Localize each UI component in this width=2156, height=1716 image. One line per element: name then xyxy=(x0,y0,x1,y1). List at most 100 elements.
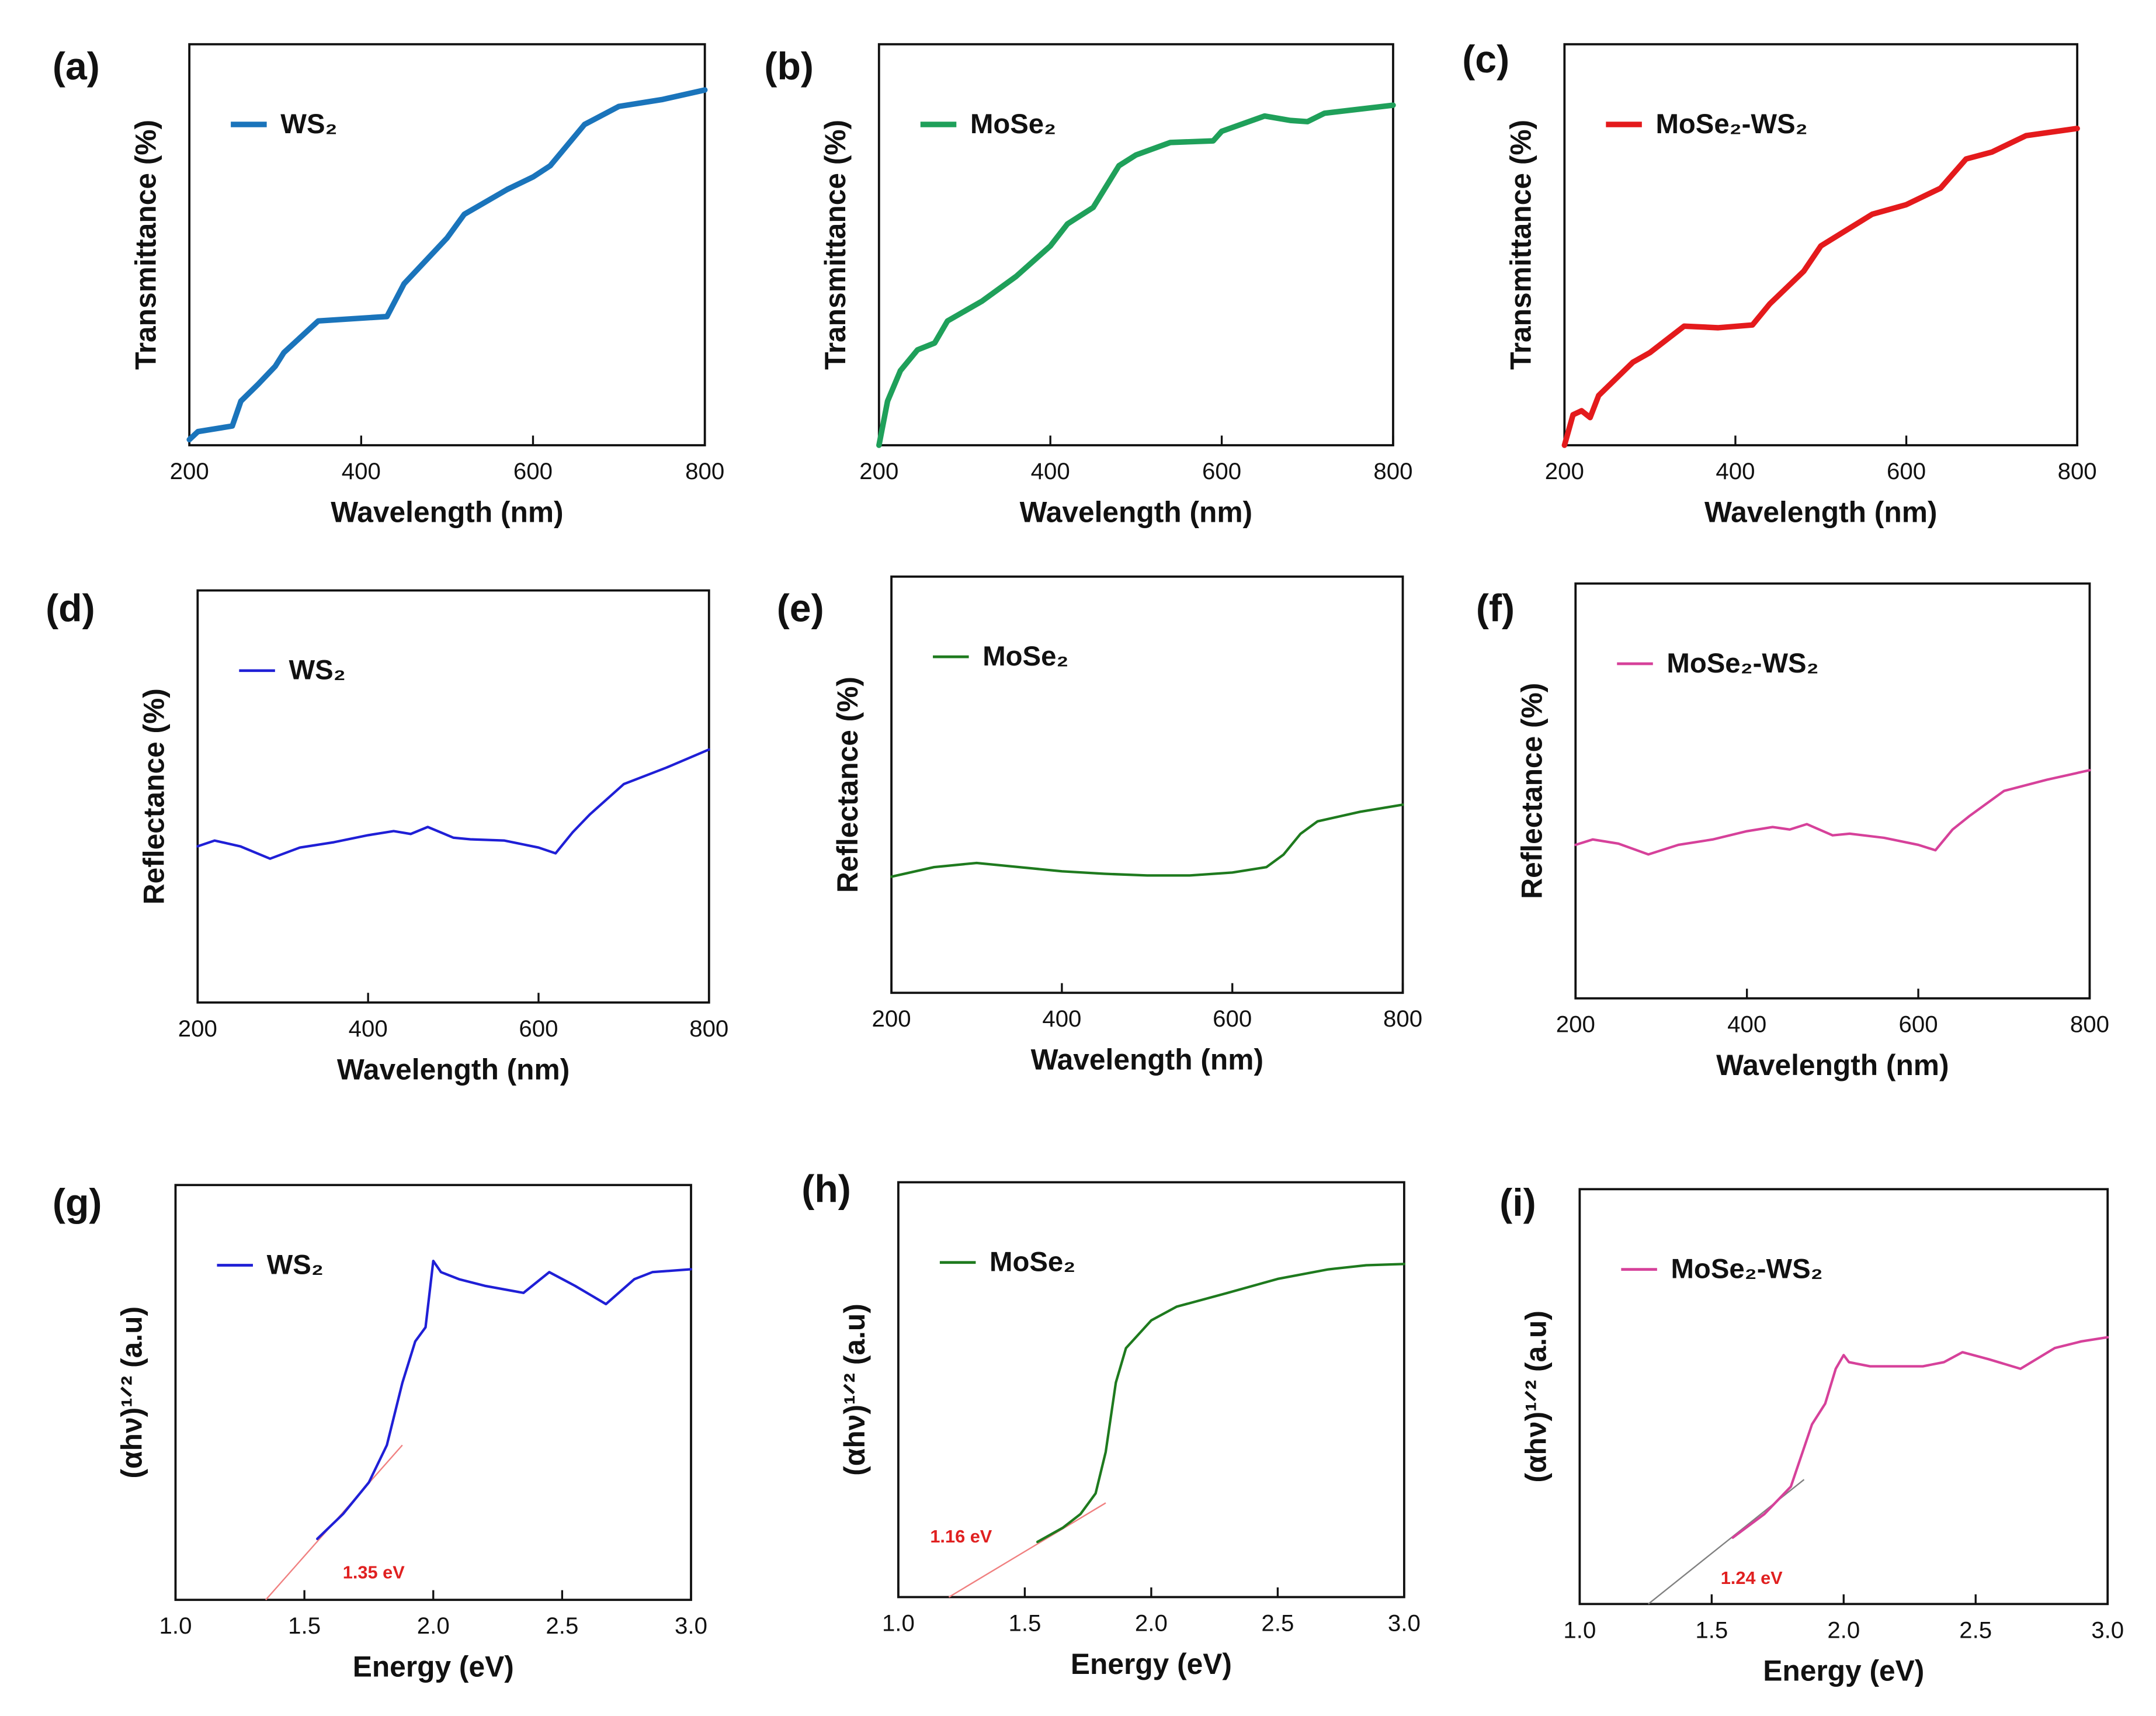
y-axis-label: (αhν)¹ᐟ² (a.u) xyxy=(838,1304,871,1475)
x-tick-label: 600 xyxy=(1202,458,1241,484)
y-axis-label: Reflectance (%) xyxy=(1515,683,1548,899)
x-tick-label: 200 xyxy=(859,458,898,484)
x-axis-label: Wavelength (nm) xyxy=(1031,1044,1263,1076)
x-tick-label: 1.0 xyxy=(882,1610,915,1636)
x-tick-label: 800 xyxy=(1383,1006,1422,1032)
y-axis-label: (αhν)¹ᐟ² (a.u) xyxy=(116,1306,148,1478)
plot-frame xyxy=(890,575,1404,994)
x-tick-label: 2.0 xyxy=(417,1613,450,1639)
panel-label: (b) xyxy=(764,45,814,88)
panel: (b) 200 400 600 800 Wavelength (nm) Transmitta… xyxy=(764,43,1413,529)
y-axis-label: (αhν)¹ᐟ² (a.u) xyxy=(1520,1311,1553,1482)
x-tick-label: 400 xyxy=(1042,1006,1081,1032)
x-tick-label: 2.0 xyxy=(1135,1610,1168,1636)
x-tick-label: 3.0 xyxy=(675,1613,707,1639)
panel-label: (d) xyxy=(46,587,95,630)
x-tick-label: 1.5 xyxy=(288,1613,321,1639)
panel-label: (g) xyxy=(53,1181,102,1225)
panel: (i) 1.0 1.5 2.0 2.5 3.0 Energy (eV) (αhν)¹ᐟ² (a… xyxy=(1499,1181,2124,1687)
x-tick-label: 1.5 xyxy=(1008,1610,1041,1636)
panel: (a) 200 400 600 800 Wavelength (nm) Transmitta… xyxy=(53,43,724,529)
panel-label: (a) xyxy=(53,45,100,88)
data-line xyxy=(316,1260,693,1540)
data-line xyxy=(1561,126,2080,448)
x-tick-label: 800 xyxy=(685,458,724,484)
x-tick-label: 800 xyxy=(2058,458,2097,484)
x-tick-label: 600 xyxy=(1213,1006,1252,1032)
panel: (d) 200 400 600 800 Wavelength (nm) Reflectanc… xyxy=(46,587,728,1086)
x-axis-label: Wavelength (nm) xyxy=(1704,496,1937,529)
legend-label: MoSe₂-WS₂ xyxy=(1671,1253,1823,1284)
x-tick-label: 400 xyxy=(342,458,381,484)
x-tick-label: 2.5 xyxy=(1261,1610,1294,1636)
y-axis-label: Transmittance (%) xyxy=(819,120,852,370)
panel: (h) 1.0 1.5 2.0 2.5 3.0 Energy (eV) (αhν)¹ᐟ² (a… xyxy=(801,1168,1421,1680)
x-tick-label: 200 xyxy=(872,1006,911,1032)
annotation: 1.35 eV xyxy=(343,1562,405,1582)
x-axis-label: Energy (eV) xyxy=(1071,1648,1232,1680)
data-line xyxy=(1574,769,2091,856)
y-axis-label: Reflectance (%) xyxy=(137,688,170,904)
y-axis-label: Reflectance (%) xyxy=(831,677,864,893)
x-tick-label: 600 xyxy=(519,1015,558,1042)
plot-frame xyxy=(877,43,1394,446)
panel-label: (i) xyxy=(1499,1181,1536,1225)
plot-frame xyxy=(1563,43,2079,446)
data-line xyxy=(876,102,1396,448)
panel: (e) 200 400 600 800 Wavelength (nm) Reflectanc… xyxy=(777,575,1422,1076)
x-tick-label: 200 xyxy=(170,458,209,484)
plot-frame xyxy=(196,589,710,1004)
x-tick-label: 200 xyxy=(1556,1011,1595,1038)
legend-label: WS₂ xyxy=(280,109,337,140)
data-line xyxy=(1731,1336,2109,1539)
x-axis-label: Energy (eV) xyxy=(353,1651,514,1683)
panel-label: (e) xyxy=(777,587,824,630)
panel-label: (c) xyxy=(1462,38,1509,81)
x-tick-label: 200 xyxy=(1545,458,1584,484)
legend-label: MoSe₂-WS₂ xyxy=(1655,109,1807,140)
x-tick-label: 800 xyxy=(689,1015,728,1042)
panel-label: (h) xyxy=(801,1168,851,1211)
legend-label: MoSe₂-WS₂ xyxy=(1667,648,1818,679)
x-tick-label: 2.5 xyxy=(1959,1617,1992,1643)
panel: (f) 200 400 600 800 Wavelength (nm) Reflectanc… xyxy=(1476,582,2109,1081)
x-tick-label: 1.0 xyxy=(159,1613,192,1639)
x-axis-label: Wavelength (nm) xyxy=(1020,496,1252,529)
x-axis-label: Wavelength (nm) xyxy=(331,496,563,529)
tangent-line xyxy=(948,1502,1106,1598)
data-line xyxy=(890,803,1404,878)
data-line xyxy=(196,748,710,860)
legend-label: MoSe₂ xyxy=(990,1247,1075,1278)
x-tick-label: 600 xyxy=(1898,1011,1938,1038)
legend-label: MoSe₂ xyxy=(970,109,1056,140)
panel: (c) 200 400 600 800 Wavelength (nm) Transmitta… xyxy=(1462,38,2096,529)
x-tick-label: 2.5 xyxy=(546,1613,578,1639)
x-tick-label: 400 xyxy=(349,1015,388,1042)
x-tick-label: 800 xyxy=(1373,458,1412,484)
plot-frame xyxy=(1574,582,2091,1000)
annotation: 1.16 eV xyxy=(930,1526,992,1547)
x-tick-label: 600 xyxy=(1887,458,1926,484)
x-tick-label: 3.0 xyxy=(2091,1617,2124,1643)
x-tick-label: 3.0 xyxy=(1388,1610,1421,1636)
x-tick-label: 600 xyxy=(513,458,553,484)
plot-frame xyxy=(188,43,706,446)
x-tick-label: 400 xyxy=(1727,1011,1766,1038)
x-tick-label: 400 xyxy=(1716,458,1755,484)
panel: (g) 1.0 1.5 2.0 2.5 3.0 Energy (eV) (αhν)¹ᐟ² (a… xyxy=(53,1181,707,1683)
y-axis-label: Transmittance (%) xyxy=(1504,120,1537,370)
x-tick-label: 1.5 xyxy=(1695,1617,1728,1643)
legend-label: WS₂ xyxy=(289,655,345,686)
x-axis-label: Wavelength (nm) xyxy=(1716,1049,1949,1081)
data-line xyxy=(186,87,708,443)
x-tick-label: 1.0 xyxy=(1563,1617,1596,1643)
y-axis-label: Transmittance (%) xyxy=(129,120,162,370)
legend-label: WS₂ xyxy=(267,1249,324,1280)
x-tick-label: 400 xyxy=(1031,458,1070,484)
x-tick-label: 2.0 xyxy=(1827,1617,1860,1643)
panel-label: (f) xyxy=(1476,587,1515,630)
x-tick-label: 200 xyxy=(178,1015,217,1042)
x-axis-label: Energy (eV) xyxy=(1763,1655,1924,1687)
